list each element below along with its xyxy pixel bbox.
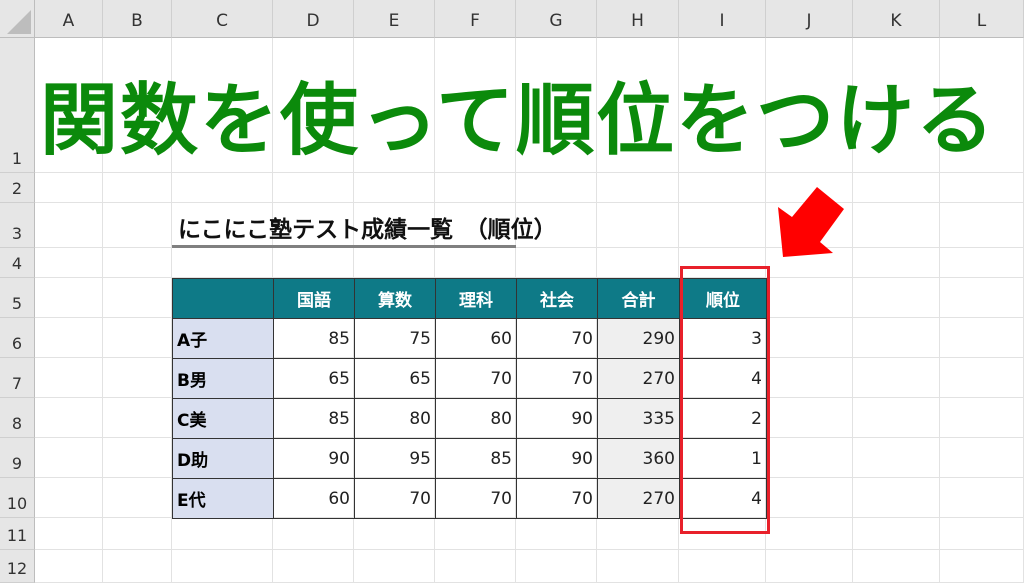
column-header-H[interactable]: H	[597, 0, 679, 38]
header-cell-total[interactable]: 合計	[597, 278, 680, 319]
japanese-cell[interactable]: 60	[273, 478, 355, 519]
gridline	[35, 277, 1024, 278]
table-header-row: 国語 算数 理科 社会 合計 順位	[172, 278, 767, 319]
gridline	[35, 247, 1024, 248]
student-name-cell[interactable]: D助	[172, 438, 274, 479]
table-row: D助 90 95 85 90 360 1	[172, 438, 767, 479]
japanese-cell[interactable]: 85	[273, 398, 355, 439]
table-row: C美 85 80 80 90 335 2	[172, 398, 767, 439]
total-cell[interactable]: 270	[597, 478, 680, 519]
rank-column-highlight	[680, 266, 770, 534]
column-header-A[interactable]: A	[35, 0, 103, 38]
gridline	[35, 172, 1024, 173]
column-header-D[interactable]: D	[273, 0, 354, 38]
column-header-L[interactable]: L	[940, 0, 1024, 38]
row-header-8[interactable]: 8	[0, 398, 35, 438]
total-cell[interactable]: 335	[597, 398, 680, 439]
row-header-6[interactable]: 6	[0, 318, 35, 358]
header-cell-blank[interactable]	[172, 278, 274, 319]
banner-title: 関数を使って順位をつける	[40, 76, 997, 166]
social-cell[interactable]: 90	[516, 398, 598, 439]
column-header-G[interactable]: G	[516, 0, 597, 38]
column-header-F[interactable]: F	[435, 0, 516, 38]
row-header-5[interactable]: 5	[0, 278, 35, 318]
gridline	[852, 38, 853, 583]
column-header-E[interactable]: E	[354, 0, 435, 38]
column-header-C[interactable]: C	[172, 0, 273, 38]
table-row: B男 65 65 70 70 270 4	[172, 358, 767, 399]
table-row: A子 85 75 60 70 290 3	[172, 318, 767, 359]
total-cell[interactable]: 360	[597, 438, 680, 479]
score-table: 国語 算数 理科 社会 合計 順位 A子 85 75 60 70 290 3 B男 65 65 70…	[172, 278, 767, 519]
math-cell[interactable]: 75	[354, 318, 436, 359]
science-cell[interactable]: 60	[435, 318, 517, 359]
gridline	[939, 38, 940, 583]
column-header-I[interactable]: I	[679, 0, 766, 38]
row-header-7[interactable]: 7	[0, 358, 35, 398]
math-cell[interactable]: 65	[354, 358, 436, 399]
row-header-9[interactable]: 9	[0, 438, 35, 478]
column-header-K[interactable]: K	[853, 0, 940, 38]
science-cell[interactable]: 80	[435, 398, 517, 439]
header-cell-rank[interactable]: 順位	[679, 278, 767, 319]
row-header-12[interactable]: 12	[0, 550, 35, 583]
row-header-11[interactable]: 11	[0, 518, 35, 550]
science-cell[interactable]: 85	[435, 438, 517, 479]
math-cell[interactable]: 95	[354, 438, 436, 479]
math-cell[interactable]: 70	[354, 478, 436, 519]
student-name-cell[interactable]: B男	[172, 358, 274, 399]
student-name-cell[interactable]: C美	[172, 398, 274, 439]
column-header-J[interactable]: J	[766, 0, 853, 38]
header-cell-math[interactable]: 算数	[354, 278, 436, 319]
total-cell[interactable]: 290	[597, 318, 680, 359]
science-cell[interactable]: 70	[435, 358, 517, 399]
row-header-10[interactable]: 10	[0, 478, 35, 518]
header-cell-japanese[interactable]: 国語	[273, 278, 355, 319]
row-header-4[interactable]: 4	[0, 248, 35, 278]
gridline	[35, 549, 1024, 550]
table-title[interactable]: にこにこ塾テスト成績一覧 （順位）	[172, 206, 557, 248]
japanese-cell[interactable]: 65	[273, 358, 355, 399]
student-name-cell[interactable]: E代	[172, 478, 274, 519]
header-cell-science[interactable]: 理科	[435, 278, 517, 319]
row-header-1[interactable]: 1	[0, 38, 35, 173]
gridline	[35, 202, 1024, 203]
rank-cell[interactable]: 3	[679, 318, 767, 359]
row-header-3[interactable]: 3	[0, 203, 35, 248]
social-cell[interactable]: 70	[516, 478, 598, 519]
rank-cell[interactable]: 4	[679, 478, 767, 519]
table-row: E代 60 70 70 70 270 4	[172, 478, 767, 519]
gridline	[102, 38, 103, 583]
gridline	[171, 38, 172, 583]
row-header-2[interactable]: 2	[0, 173, 35, 203]
column-header-B[interactable]: B	[103, 0, 172, 38]
select-all-corner[interactable]	[0, 0, 35, 38]
